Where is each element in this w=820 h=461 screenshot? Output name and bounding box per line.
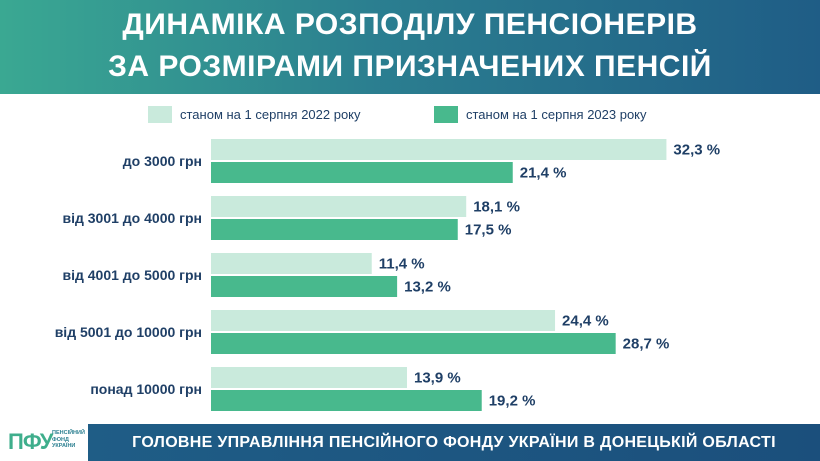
data-label-2022: 13,9 % [414, 370, 461, 387]
category-label: понад 10000 грн [90, 381, 202, 397]
category-label: від 5001 до 10000 грн [54, 324, 202, 340]
pfu-logo-text: ПЕНСІЙНИЙ ФОНД УКРАЇНИ [52, 430, 85, 449]
data-label-2022: 11,4 % [379, 256, 425, 273]
legend-swatch-2023 [434, 106, 458, 123]
category-label: від 3001 до 4000 грн [62, 210, 202, 226]
data-label-2022: 24,4 % [562, 313, 609, 330]
chart-title-line-2: ЗА РОЗМІРАМИ ПРИЗНАЧЕНИХ ПЕНСІЙ [108, 50, 712, 83]
data-label-2023: 17,5 % [465, 222, 512, 239]
pfu-logo-mark: ПФУ [8, 429, 53, 454]
bar-2023 [211, 219, 458, 240]
bar-2022 [211, 196, 467, 217]
legend-label-2022: станом на 1 серпня 2022 року [180, 107, 361, 122]
footer: ПФУ ПЕНСІЙНИЙ ФОНД УКРАЇНИ ГОЛОВНЕ УПРАВ… [0, 424, 820, 461]
bar-2023 [211, 390, 482, 411]
data-label-2022: 18,1 % [473, 199, 520, 216]
legend-label-2023: станом на 1 серпня 2023 року [466, 107, 647, 122]
footer-band [88, 424, 820, 461]
chart-title-line-1: ДИНАМІКА РОЗПОДІЛУ ПЕНСІОНЕРІВ [122, 8, 698, 41]
bar-2023 [211, 276, 398, 297]
bar-2022 [211, 310, 556, 331]
bar-2022 [211, 253, 372, 274]
bar-2023 [211, 162, 513, 183]
data-label-2022: 32,3 % [673, 142, 720, 159]
bar-2023 [211, 333, 616, 354]
footer-text: ГОЛОВНЕ УПРАВЛІННЯ ПЕНСІЙНОГО ФОНДУ УКРА… [132, 434, 776, 451]
data-label-2023: 19,2 % [489, 393, 536, 410]
data-label-2023: 21,4 % [520, 165, 567, 182]
data-label-2023: 28,7 % [623, 336, 670, 353]
legend-swatch-2022 [148, 106, 172, 123]
data-label-2023: 13,2 % [404, 279, 451, 296]
bar-2022 [211, 139, 667, 160]
category-label: до 3000 грн [122, 153, 202, 169]
bar-2022 [211, 367, 407, 388]
header-banner: ДИНАМІКА РОЗПОДІЛУ ПЕНСІОНЕРІВ ЗА РОЗМІР… [0, 0, 820, 94]
category-label: від 4001 до 5000 грн [62, 267, 202, 283]
